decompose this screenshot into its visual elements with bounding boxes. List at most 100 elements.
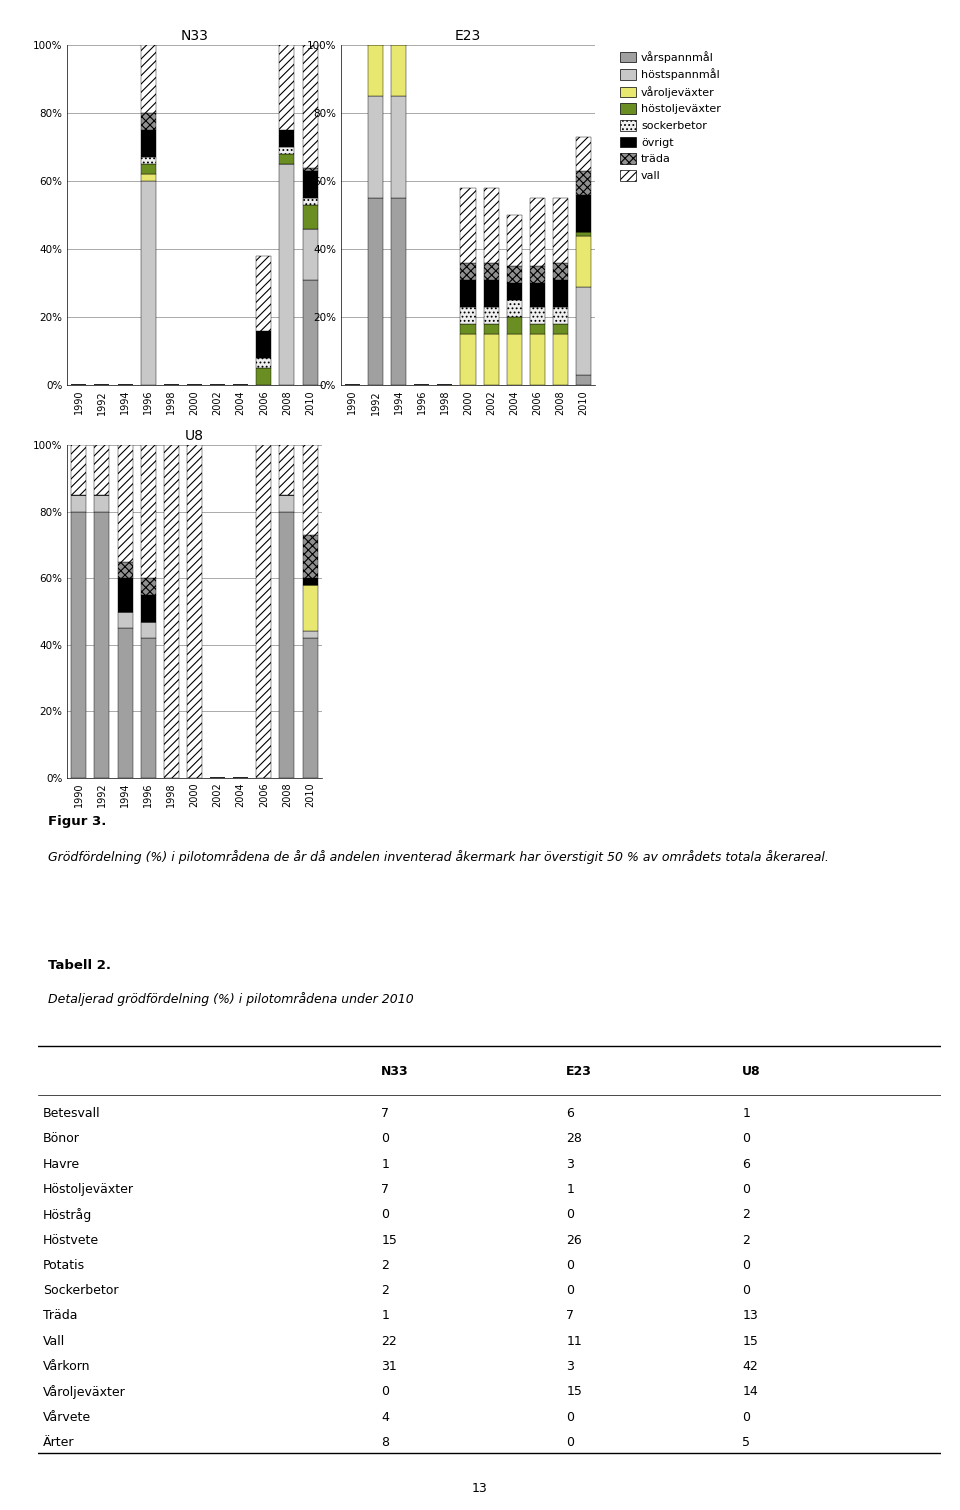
Text: 11: 11 xyxy=(566,1335,582,1348)
Text: Träda: Träda xyxy=(43,1309,78,1323)
Bar xyxy=(507,334,522,385)
Text: 7: 7 xyxy=(566,1309,574,1323)
Bar xyxy=(391,29,406,45)
Bar xyxy=(140,174,156,181)
Text: Sockerbetor: Sockerbetor xyxy=(43,1284,118,1297)
Text: Vårvete: Vårvete xyxy=(43,1410,91,1424)
Bar xyxy=(256,368,272,385)
Text: Höstråg: Höstråg xyxy=(43,1208,92,1222)
Bar xyxy=(484,187,498,263)
Text: 0: 0 xyxy=(566,1410,574,1424)
Text: 15: 15 xyxy=(742,1335,758,1348)
Text: Våroljeväxter: Våroljeväxter xyxy=(43,1385,126,1398)
Bar xyxy=(117,445,132,562)
Bar xyxy=(302,168,318,171)
Text: 0: 0 xyxy=(742,1182,751,1196)
Bar xyxy=(461,279,475,307)
Text: 0: 0 xyxy=(381,1385,390,1398)
Bar xyxy=(140,595,156,622)
Bar xyxy=(461,187,475,263)
Bar xyxy=(368,29,383,45)
Bar xyxy=(530,266,545,284)
Bar xyxy=(140,578,156,595)
Text: 1: 1 xyxy=(381,1158,389,1170)
Bar xyxy=(302,631,318,639)
Bar xyxy=(484,263,498,279)
Bar xyxy=(256,331,272,358)
Text: 1: 1 xyxy=(742,1107,750,1120)
Bar xyxy=(302,45,318,168)
Bar xyxy=(368,0,383,11)
Bar xyxy=(368,12,383,29)
Bar xyxy=(302,228,318,279)
Bar xyxy=(368,97,383,198)
Bar xyxy=(553,263,568,279)
Title: N33: N33 xyxy=(180,29,208,42)
Bar xyxy=(256,257,272,331)
Text: 22: 22 xyxy=(381,1335,397,1348)
Text: Bönor: Bönor xyxy=(43,1132,80,1146)
Text: 15: 15 xyxy=(566,1385,582,1398)
Text: 0: 0 xyxy=(381,1132,390,1146)
Bar xyxy=(553,198,568,263)
Text: 7: 7 xyxy=(381,1182,390,1196)
Text: Vårkorn: Vårkorn xyxy=(43,1361,90,1373)
Text: N33: N33 xyxy=(381,1065,409,1078)
Bar xyxy=(484,323,498,334)
Bar xyxy=(461,307,475,325)
Text: 0: 0 xyxy=(381,1208,390,1222)
Text: Havre: Havre xyxy=(43,1158,80,1170)
Bar xyxy=(302,639,318,778)
Text: 6: 6 xyxy=(566,1107,574,1120)
Bar xyxy=(279,130,295,146)
Bar xyxy=(256,358,272,368)
Bar xyxy=(576,195,591,233)
Bar xyxy=(140,639,156,778)
Bar xyxy=(140,181,156,385)
Bar xyxy=(140,165,156,174)
Bar xyxy=(507,214,522,266)
Text: 8: 8 xyxy=(381,1436,390,1448)
Bar xyxy=(140,157,156,165)
Text: Höstoljeväxter: Höstoljeväxter xyxy=(43,1182,133,1196)
Bar xyxy=(553,307,568,325)
Bar xyxy=(553,334,568,385)
Bar xyxy=(553,323,568,334)
Bar xyxy=(461,263,475,279)
Text: 15: 15 xyxy=(381,1234,397,1247)
Text: 2: 2 xyxy=(381,1284,389,1297)
Bar xyxy=(94,445,109,495)
Bar xyxy=(117,562,132,578)
Text: Tabell 2.: Tabell 2. xyxy=(48,959,111,972)
Text: Höstvete: Höstvete xyxy=(43,1234,99,1247)
Text: Vall: Vall xyxy=(43,1335,65,1348)
Bar xyxy=(117,628,132,778)
Text: 1: 1 xyxy=(566,1182,574,1196)
Text: 0: 0 xyxy=(566,1284,574,1297)
Text: 6: 6 xyxy=(742,1158,750,1170)
Text: 0: 0 xyxy=(566,1208,574,1222)
Text: Detaljerad grödfördelning (%) i pilotområdena under 2010: Detaljerad grödfördelning (%) i pilotomr… xyxy=(48,992,414,1006)
Text: Potatis: Potatis xyxy=(43,1259,85,1271)
Text: 7: 7 xyxy=(381,1107,390,1120)
Bar xyxy=(140,113,156,130)
Bar xyxy=(391,0,406,11)
Bar xyxy=(368,45,383,97)
Bar xyxy=(279,154,295,165)
Text: 26: 26 xyxy=(566,1234,582,1247)
Text: 14: 14 xyxy=(742,1385,758,1398)
Text: 5: 5 xyxy=(742,1436,751,1448)
Bar xyxy=(302,578,318,584)
Bar xyxy=(576,287,591,374)
Bar xyxy=(302,198,318,205)
Text: 31: 31 xyxy=(381,1361,397,1373)
Text: 1: 1 xyxy=(381,1309,389,1323)
Bar xyxy=(530,198,545,266)
Bar xyxy=(576,137,591,171)
Bar xyxy=(507,266,522,284)
Text: E23: E23 xyxy=(566,1065,592,1078)
Text: 4: 4 xyxy=(381,1410,389,1424)
Bar xyxy=(391,12,406,29)
Text: 0: 0 xyxy=(742,1284,751,1297)
Text: 3: 3 xyxy=(566,1361,574,1373)
